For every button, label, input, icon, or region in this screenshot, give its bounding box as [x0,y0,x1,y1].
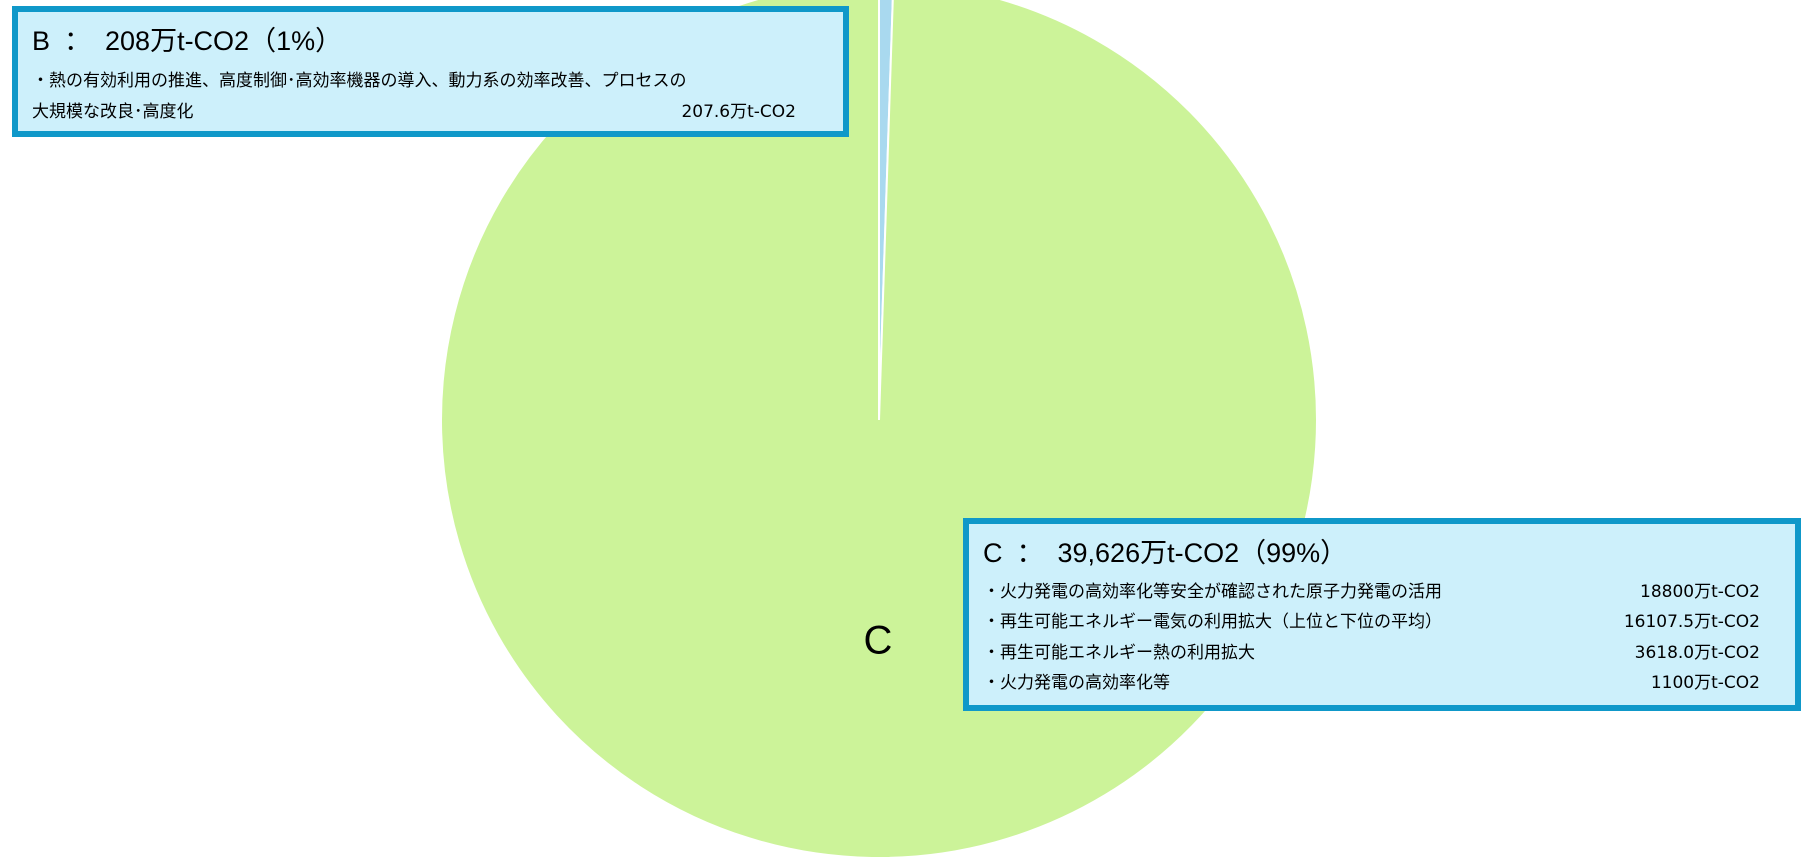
value-label: 208万t-CO2（1%） [105,26,342,56]
item-text: ・火力発電の高効率化等安全が確認された原子力発電の活用 [983,582,1442,602]
item-amount: 18800万t-CO2 [1640,582,1760,602]
item-amount: 1100万t-CO2 [1651,673,1760,693]
pie-slice [878,0,894,421]
item-amount: 207.6万t-CO2 [681,102,796,122]
category-name: B [32,26,50,56]
separator: ： [1017,538,1044,568]
category-name: C [983,538,1003,568]
separator: ： [64,26,91,56]
callout-title: C ： 39,626万t-CO2（99%） [983,538,1347,568]
item-text: ・再生可能エネルギー電気の利用拡大（上位と下位の平均） [983,612,1442,632]
item-amount: 3618.0万t-CO2 [1635,643,1760,663]
item-text: 大規模な改良･高度化 [32,102,194,122]
item-amount: 16107.5万t-CO2 [1624,612,1760,632]
callout-title: B ： 208万t-CO2（1%） [32,26,342,56]
callout-box [963,518,1801,711]
item-text: ・火力発電の高効率化等 [983,673,1170,693]
callout-box [12,6,849,137]
item-text: ・再生可能エネルギー熱の利用拡大 [983,643,1255,663]
item-text: ・熱の有効利用の推進、高度制御･高効率機器の導入、動力系の効率改善、プロセスの [32,71,687,91]
slice-label: C [864,619,893,663]
value-label: 39,626万t-CO2（99%） [1058,538,1348,568]
